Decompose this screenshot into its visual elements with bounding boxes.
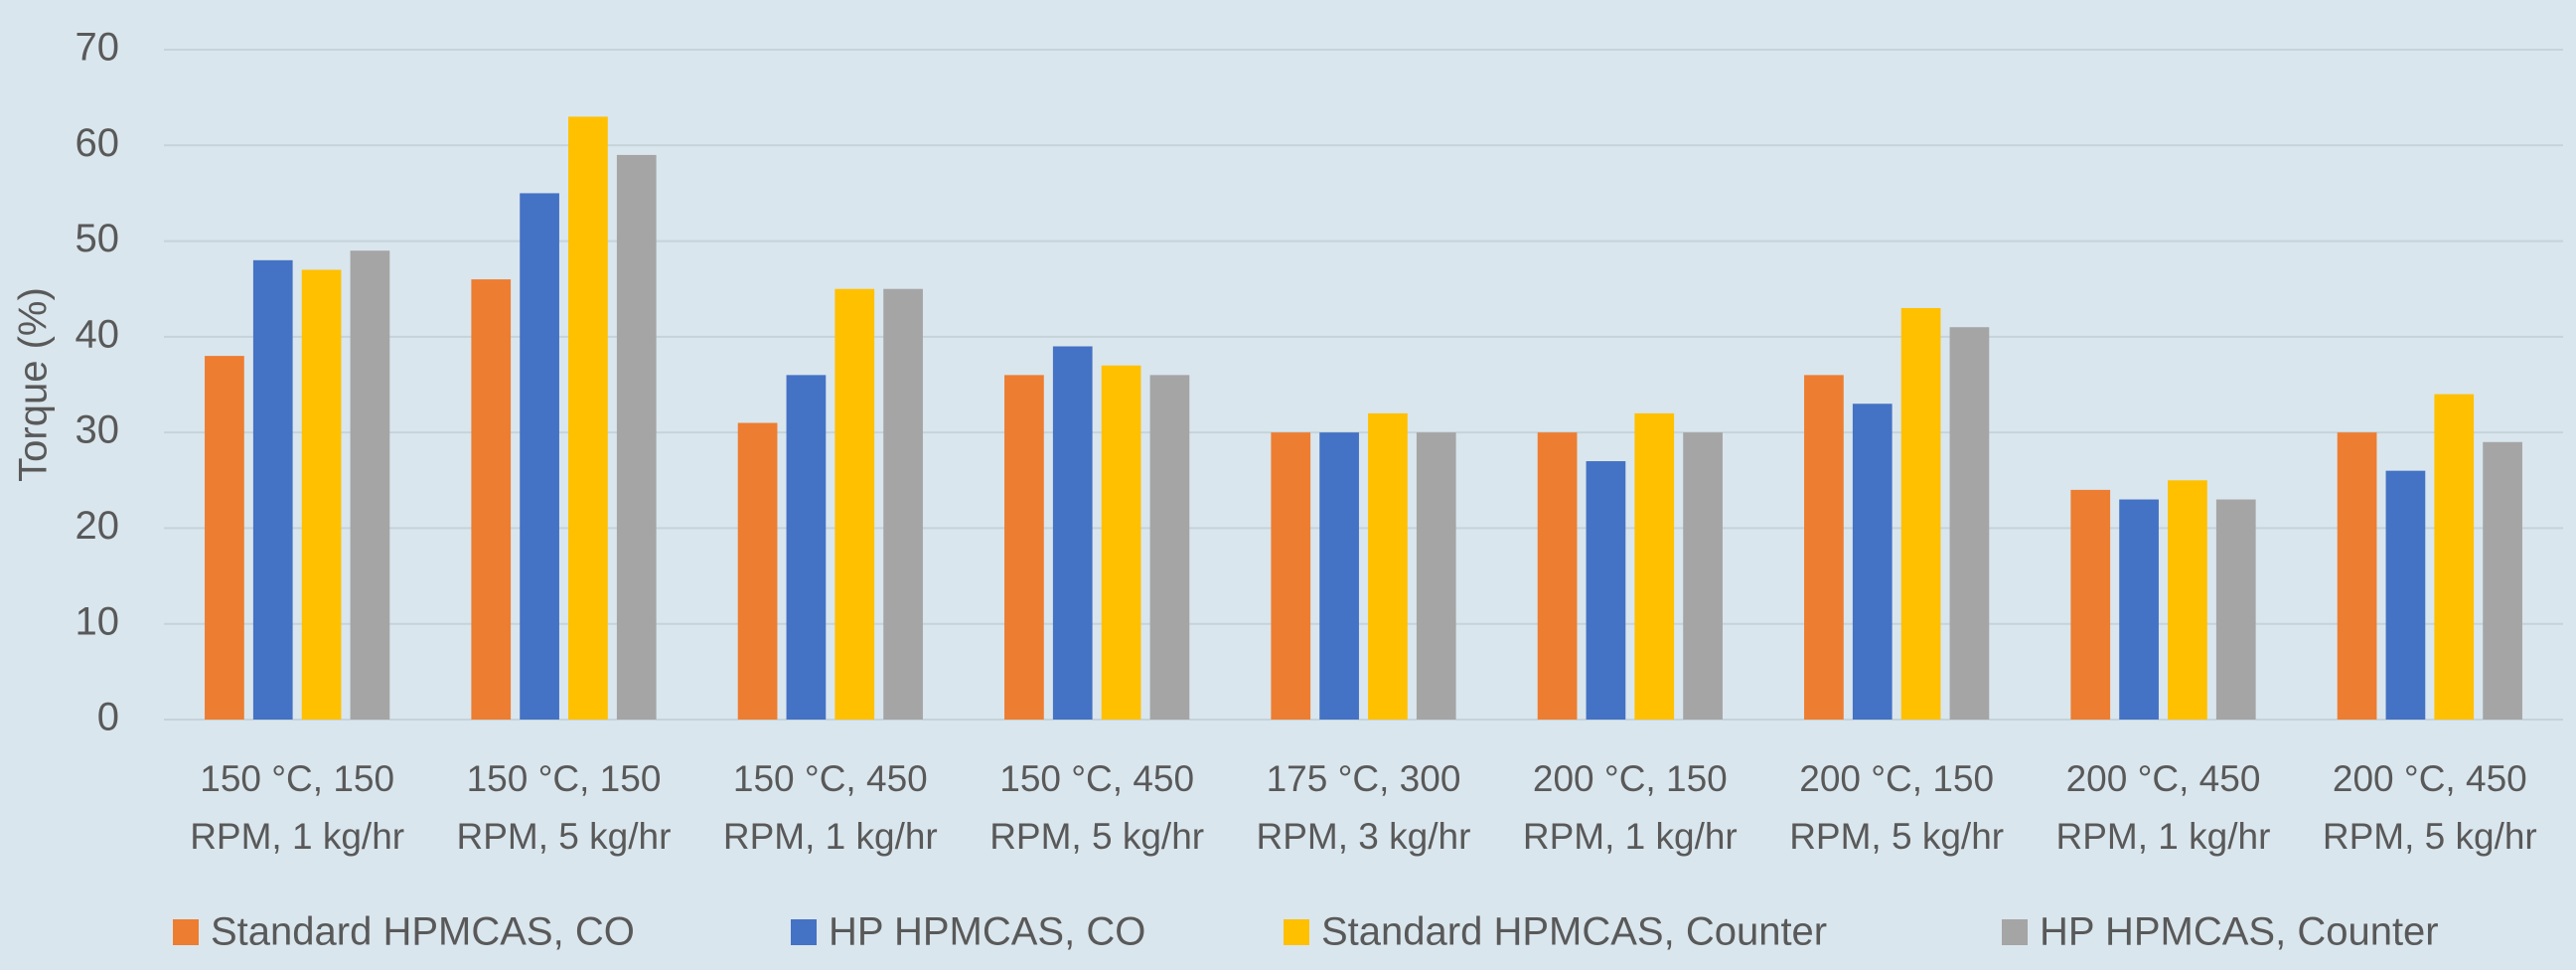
bar	[2385, 470, 2426, 720]
legend-swatch	[791, 919, 817, 945]
legend-label: Standard HPMCAS, Counter	[1321, 910, 1827, 954]
bar	[2168, 480, 2207, 720]
x-tick-label: 200 °C, 450 RPM, 1 kg/hr	[2055, 758, 2271, 857]
x-tick-label: 150 °C, 450 RPM, 1 kg/hr	[722, 758, 938, 857]
bar	[1900, 307, 1941, 720]
bar	[2337, 432, 2377, 720]
bar	[205, 356, 244, 720]
bar	[2070, 489, 2111, 720]
bar	[1683, 432, 1723, 720]
x-tick-label: 200 °C, 450 RPM, 5 kg/hr	[2322, 758, 2537, 857]
legend-swatch	[1284, 919, 1309, 945]
legend-label: HP HPMCAS, Counter	[2040, 910, 2439, 954]
x-tick-label: 175 °C, 300 RPM, 3 kg/hr	[1256, 758, 1471, 857]
bar	[2215, 499, 2256, 720]
bar	[2483, 441, 2522, 720]
y-tick-label: 10	[76, 599, 120, 643]
legend-swatch	[173, 919, 199, 945]
y-tick-label: 30	[76, 408, 120, 452]
bar	[1271, 432, 1311, 720]
bar	[1852, 404, 1893, 720]
bar	[1586, 461, 1626, 720]
bar	[568, 116, 608, 720]
bar	[1368, 412, 1408, 720]
bar	[2119, 499, 2159, 720]
bar	[2434, 394, 2475, 720]
bar	[883, 288, 923, 720]
x-tick-label: 150 °C, 450 RPM, 5 kg/hr	[989, 758, 1205, 857]
bar	[1804, 375, 1844, 720]
bar	[1319, 432, 1359, 720]
bar	[471, 279, 512, 720]
bar	[301, 269, 342, 720]
y-tick-label: 40	[76, 312, 120, 356]
bar	[1634, 412, 1675, 720]
legend-swatch	[2002, 919, 2028, 945]
bar	[616, 154, 657, 720]
bar	[1149, 375, 1190, 720]
bar	[1052, 346, 1093, 720]
bar	[350, 250, 390, 720]
y-axis-label: Torque (%)	[12, 287, 56, 482]
bar	[737, 422, 778, 720]
y-tick-label: 20	[76, 504, 120, 548]
bar	[1537, 432, 1578, 720]
x-tick-label: 200 °C, 150 RPM, 5 kg/hr	[1789, 758, 2005, 857]
bar	[834, 288, 875, 720]
legend-label: HP HPMCAS, CO	[829, 910, 1145, 954]
x-tick-label: 150 °C, 150 RPM, 5 kg/hr	[456, 758, 672, 857]
x-tick-label: 150 °C, 150 RPM, 1 kg/hr	[190, 758, 405, 857]
legend-label: Standard HPMCAS, CO	[211, 910, 635, 954]
x-tick-label: 200 °C, 150 RPM, 1 kg/hr	[1522, 758, 1738, 857]
bar	[1416, 432, 1456, 720]
y-tick-label: 60	[76, 121, 120, 165]
bar	[1101, 365, 1141, 720]
bar	[252, 259, 293, 720]
bar	[786, 375, 827, 720]
bar	[1949, 327, 1990, 720]
bar	[520, 193, 559, 720]
bar	[1004, 375, 1044, 720]
y-tick-label: 70	[76, 26, 120, 70]
y-tick-label: 50	[76, 217, 120, 260]
y-tick-label: 0	[97, 696, 119, 739]
